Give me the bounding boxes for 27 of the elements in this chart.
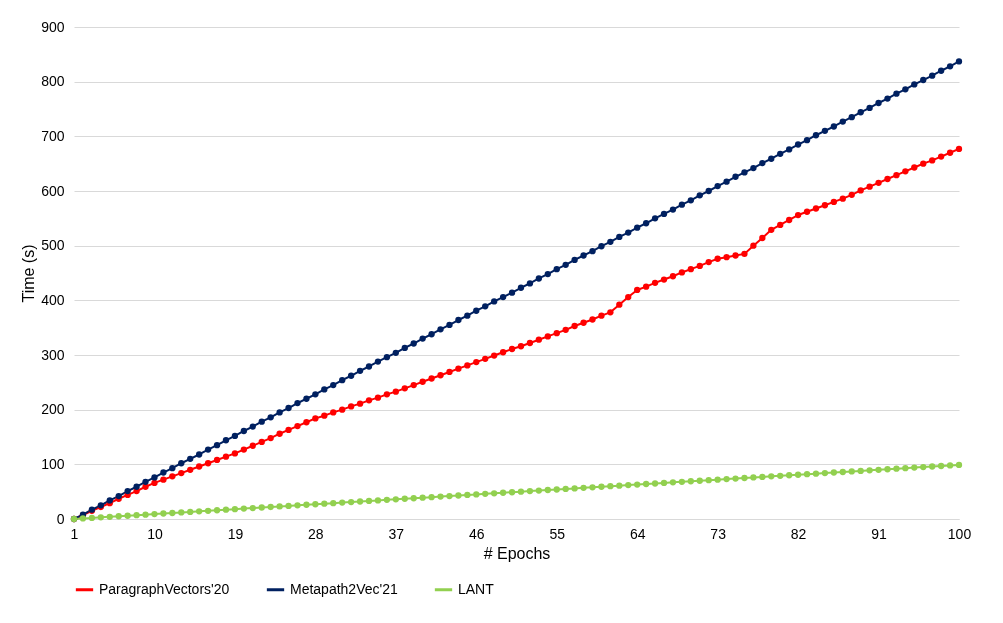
- x-tick-label: 82: [790, 525, 807, 542]
- x-tick-label: 1: [70, 525, 79, 542]
- y-tick-label: 700: [41, 127, 65, 144]
- x-tick-label: 73: [710, 525, 727, 542]
- x-tick-label: 28: [308, 525, 324, 542]
- x-tick-label: 19: [227, 525, 244, 542]
- y-tick-label: 900: [41, 18, 65, 35]
- x-tick-label: 100: [947, 525, 972, 542]
- y-tick-label: 0: [56, 510, 65, 527]
- x-tick-label: 37: [388, 525, 405, 542]
- y-tick-label: 500: [41, 237, 65, 254]
- x-tick-label: 91: [871, 525, 888, 542]
- y-tick-label: 100: [41, 455, 65, 472]
- y-axis-title: Time (s): [20, 244, 38, 303]
- y-tick-label: 400: [41, 291, 65, 308]
- y-tick-label: 600: [41, 182, 65, 199]
- x-axis-title: # Epochs: [483, 544, 551, 562]
- y-tick-label: 800: [41, 73, 65, 90]
- x-tick-label: 64: [629, 525, 646, 542]
- legend-label: LANT: [458, 580, 495, 597]
- legend-label: ParagraphVectors'20: [99, 580, 230, 597]
- x-tick-label: 46: [468, 525, 485, 542]
- x-tick-label: 10: [147, 525, 163, 542]
- y-tick-label: 200: [41, 401, 65, 418]
- legend-label: Metapath2Vec'21: [290, 580, 398, 597]
- x-tick-label: 55: [549, 525, 566, 542]
- y-tick-label: 300: [41, 346, 65, 363]
